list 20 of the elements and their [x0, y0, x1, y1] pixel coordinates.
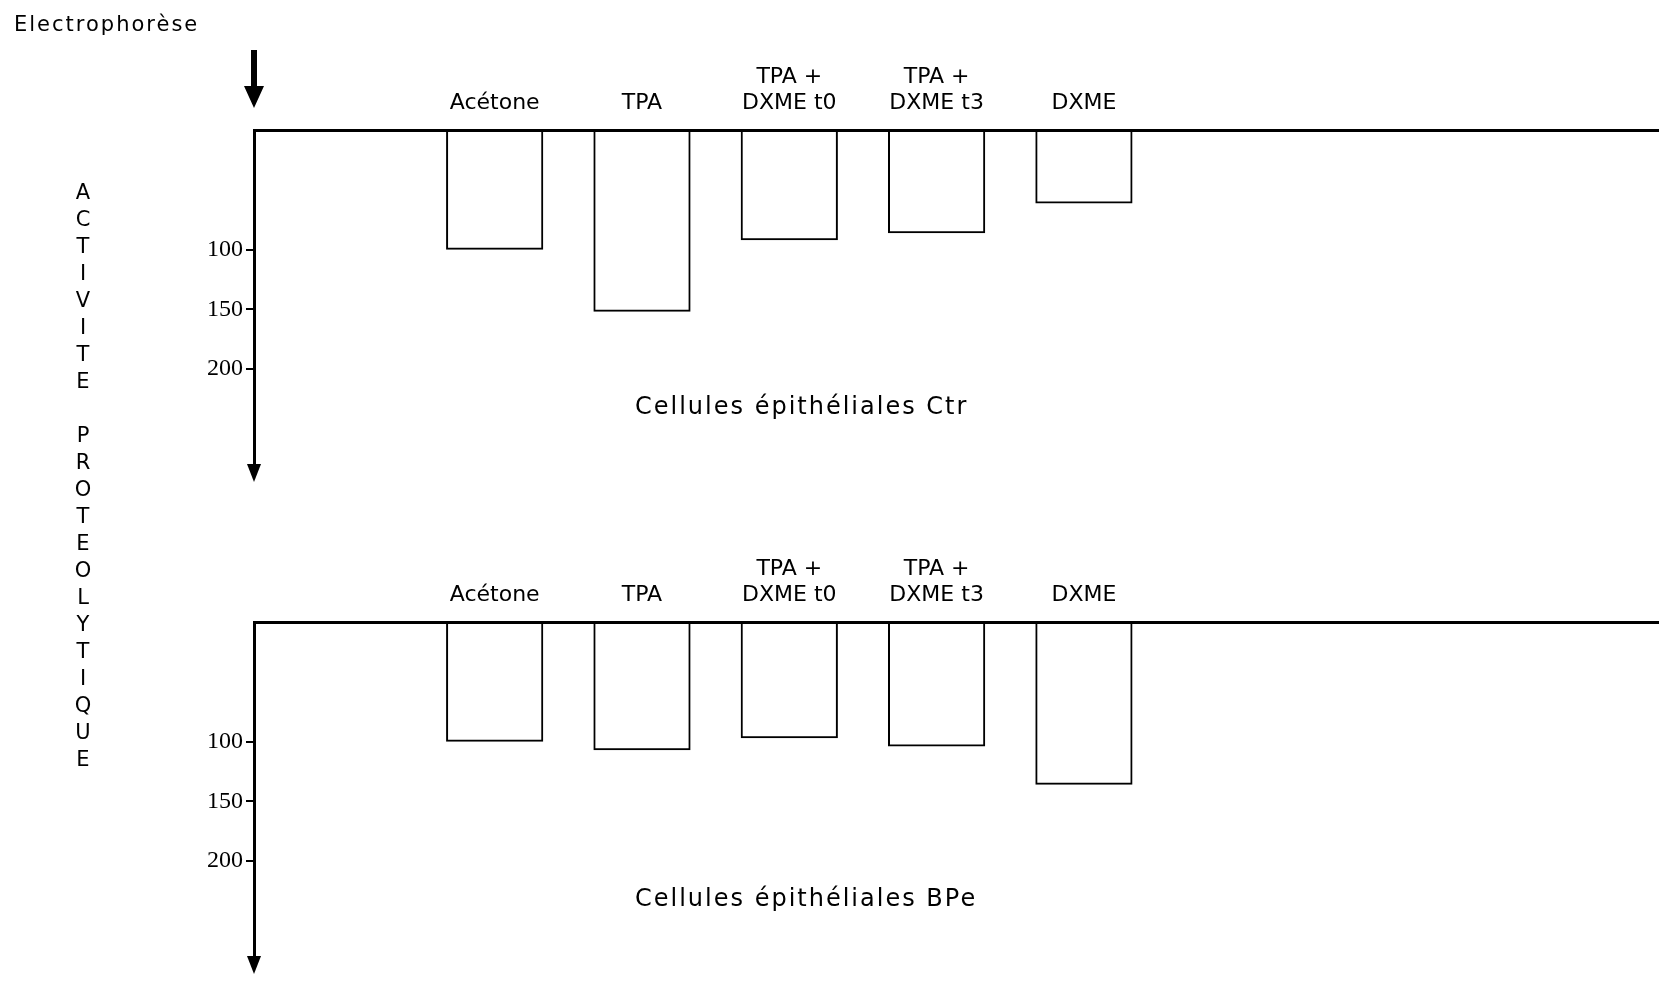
text: Electrophorèse	[14, 12, 200, 36]
y-tick-label: 100	[207, 727, 243, 754]
x-tick-label: TPA + DXME t0	[742, 554, 837, 607]
y-tick-label: 150	[207, 294, 243, 321]
x-tick-label: TPA + DXME t3	[889, 62, 984, 115]
x-axis-title: Cellules épithéliales BPe	[635, 884, 978, 912]
x-tick-label: TPA + DXME t0	[742, 62, 837, 115]
x-tick-label: Acétone	[449, 89, 540, 115]
x-tick-label: TPA + DXME t3	[889, 554, 984, 607]
y-tick-label: 200	[207, 846, 243, 873]
y-axis-title: ACTIVITE PROTEOLYTIQUE	[71, 180, 95, 774]
x-tick-label: TPA	[620, 89, 663, 115]
x-tick-label: DXME	[1051, 581, 1117, 607]
x-tick-label: DXME	[1051, 89, 1117, 115]
x-tick-label: Acétone	[449, 581, 540, 607]
y-tick-label: 150	[207, 786, 243, 813]
y-tick-label: 200	[207, 354, 243, 381]
x-axis-title: Cellules épithéliales Ctr	[635, 392, 969, 420]
y-tick-label: 100	[207, 235, 243, 262]
x-tick-label: TPA	[620, 581, 663, 607]
